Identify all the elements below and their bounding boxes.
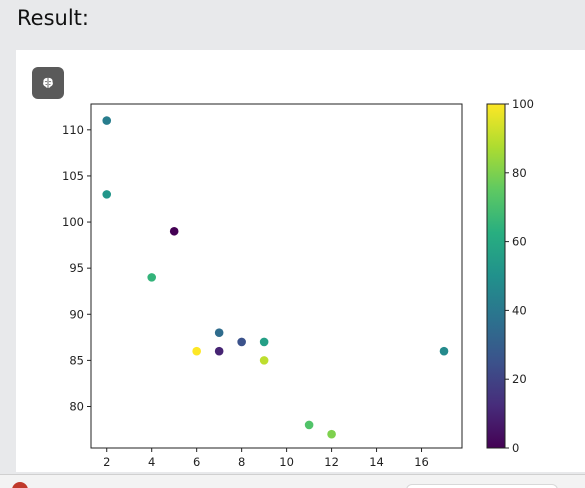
y-axis: 80 85 90 95 100 105 110 (62, 123, 91, 413)
y-tick-label: 100 (62, 215, 84, 229)
colorbar-tick-label: 20 (512, 372, 527, 386)
x-tick-label: 10 (279, 455, 294, 469)
y-tick-label: 95 (69, 261, 84, 275)
scatter-point (439, 346, 449, 356)
ai-assist-button[interactable] (32, 67, 64, 99)
scatter-point (259, 337, 269, 347)
error-icon[interactable] (12, 482, 28, 488)
data-points (102, 116, 449, 439)
scatter-point (102, 190, 112, 199)
x-axis: 2 4 6 8 10 12 14 16 (103, 448, 429, 469)
x-tick-label: 2 (103, 455, 110, 469)
scatter-point (102, 116, 112, 125)
scatter-point (214, 328, 224, 338)
colorbar (486, 103, 506, 449)
y-tick-label: 80 (69, 399, 84, 413)
result-heading: Result: (17, 6, 89, 30)
x-tick-label: 6 (193, 455, 200, 469)
colorbar-tick-label: 60 (512, 235, 527, 249)
scatter-point (259, 356, 269, 365)
brain-icon (41, 76, 55, 90)
colorbar-tick-label: 80 (512, 166, 527, 180)
x-tick-label: 8 (238, 455, 245, 469)
y-tick-label: 85 (69, 353, 84, 367)
colorbar-axis: 0 20 40 60 80 100 (505, 97, 534, 455)
colorbar-tick-label: 0 (512, 441, 519, 455)
scatter-point (192, 346, 201, 356)
x-tick-label: 14 (369, 455, 384, 469)
x-tick-label: 4 (148, 455, 155, 469)
y-tick-label: 110 (62, 123, 84, 137)
scatter-point (169, 226, 179, 236)
colorbar-tick-label: 40 (512, 303, 527, 317)
x-tick-label: 16 (414, 455, 429, 469)
scatter-point (304, 420, 314, 430)
scatter-point (237, 337, 246, 347)
scatter-point (327, 429, 336, 439)
x-tick-label: 12 (324, 455, 339, 469)
colorbar-tick-label: 100 (512, 97, 534, 111)
scatter-point (214, 346, 224, 356)
bottom-tab[interactable] (406, 484, 558, 488)
y-tick-label: 105 (62, 169, 84, 183)
scatter-point (147, 273, 157, 282)
y-tick-label: 90 (69, 307, 84, 321)
plot-area (90, 103, 463, 449)
